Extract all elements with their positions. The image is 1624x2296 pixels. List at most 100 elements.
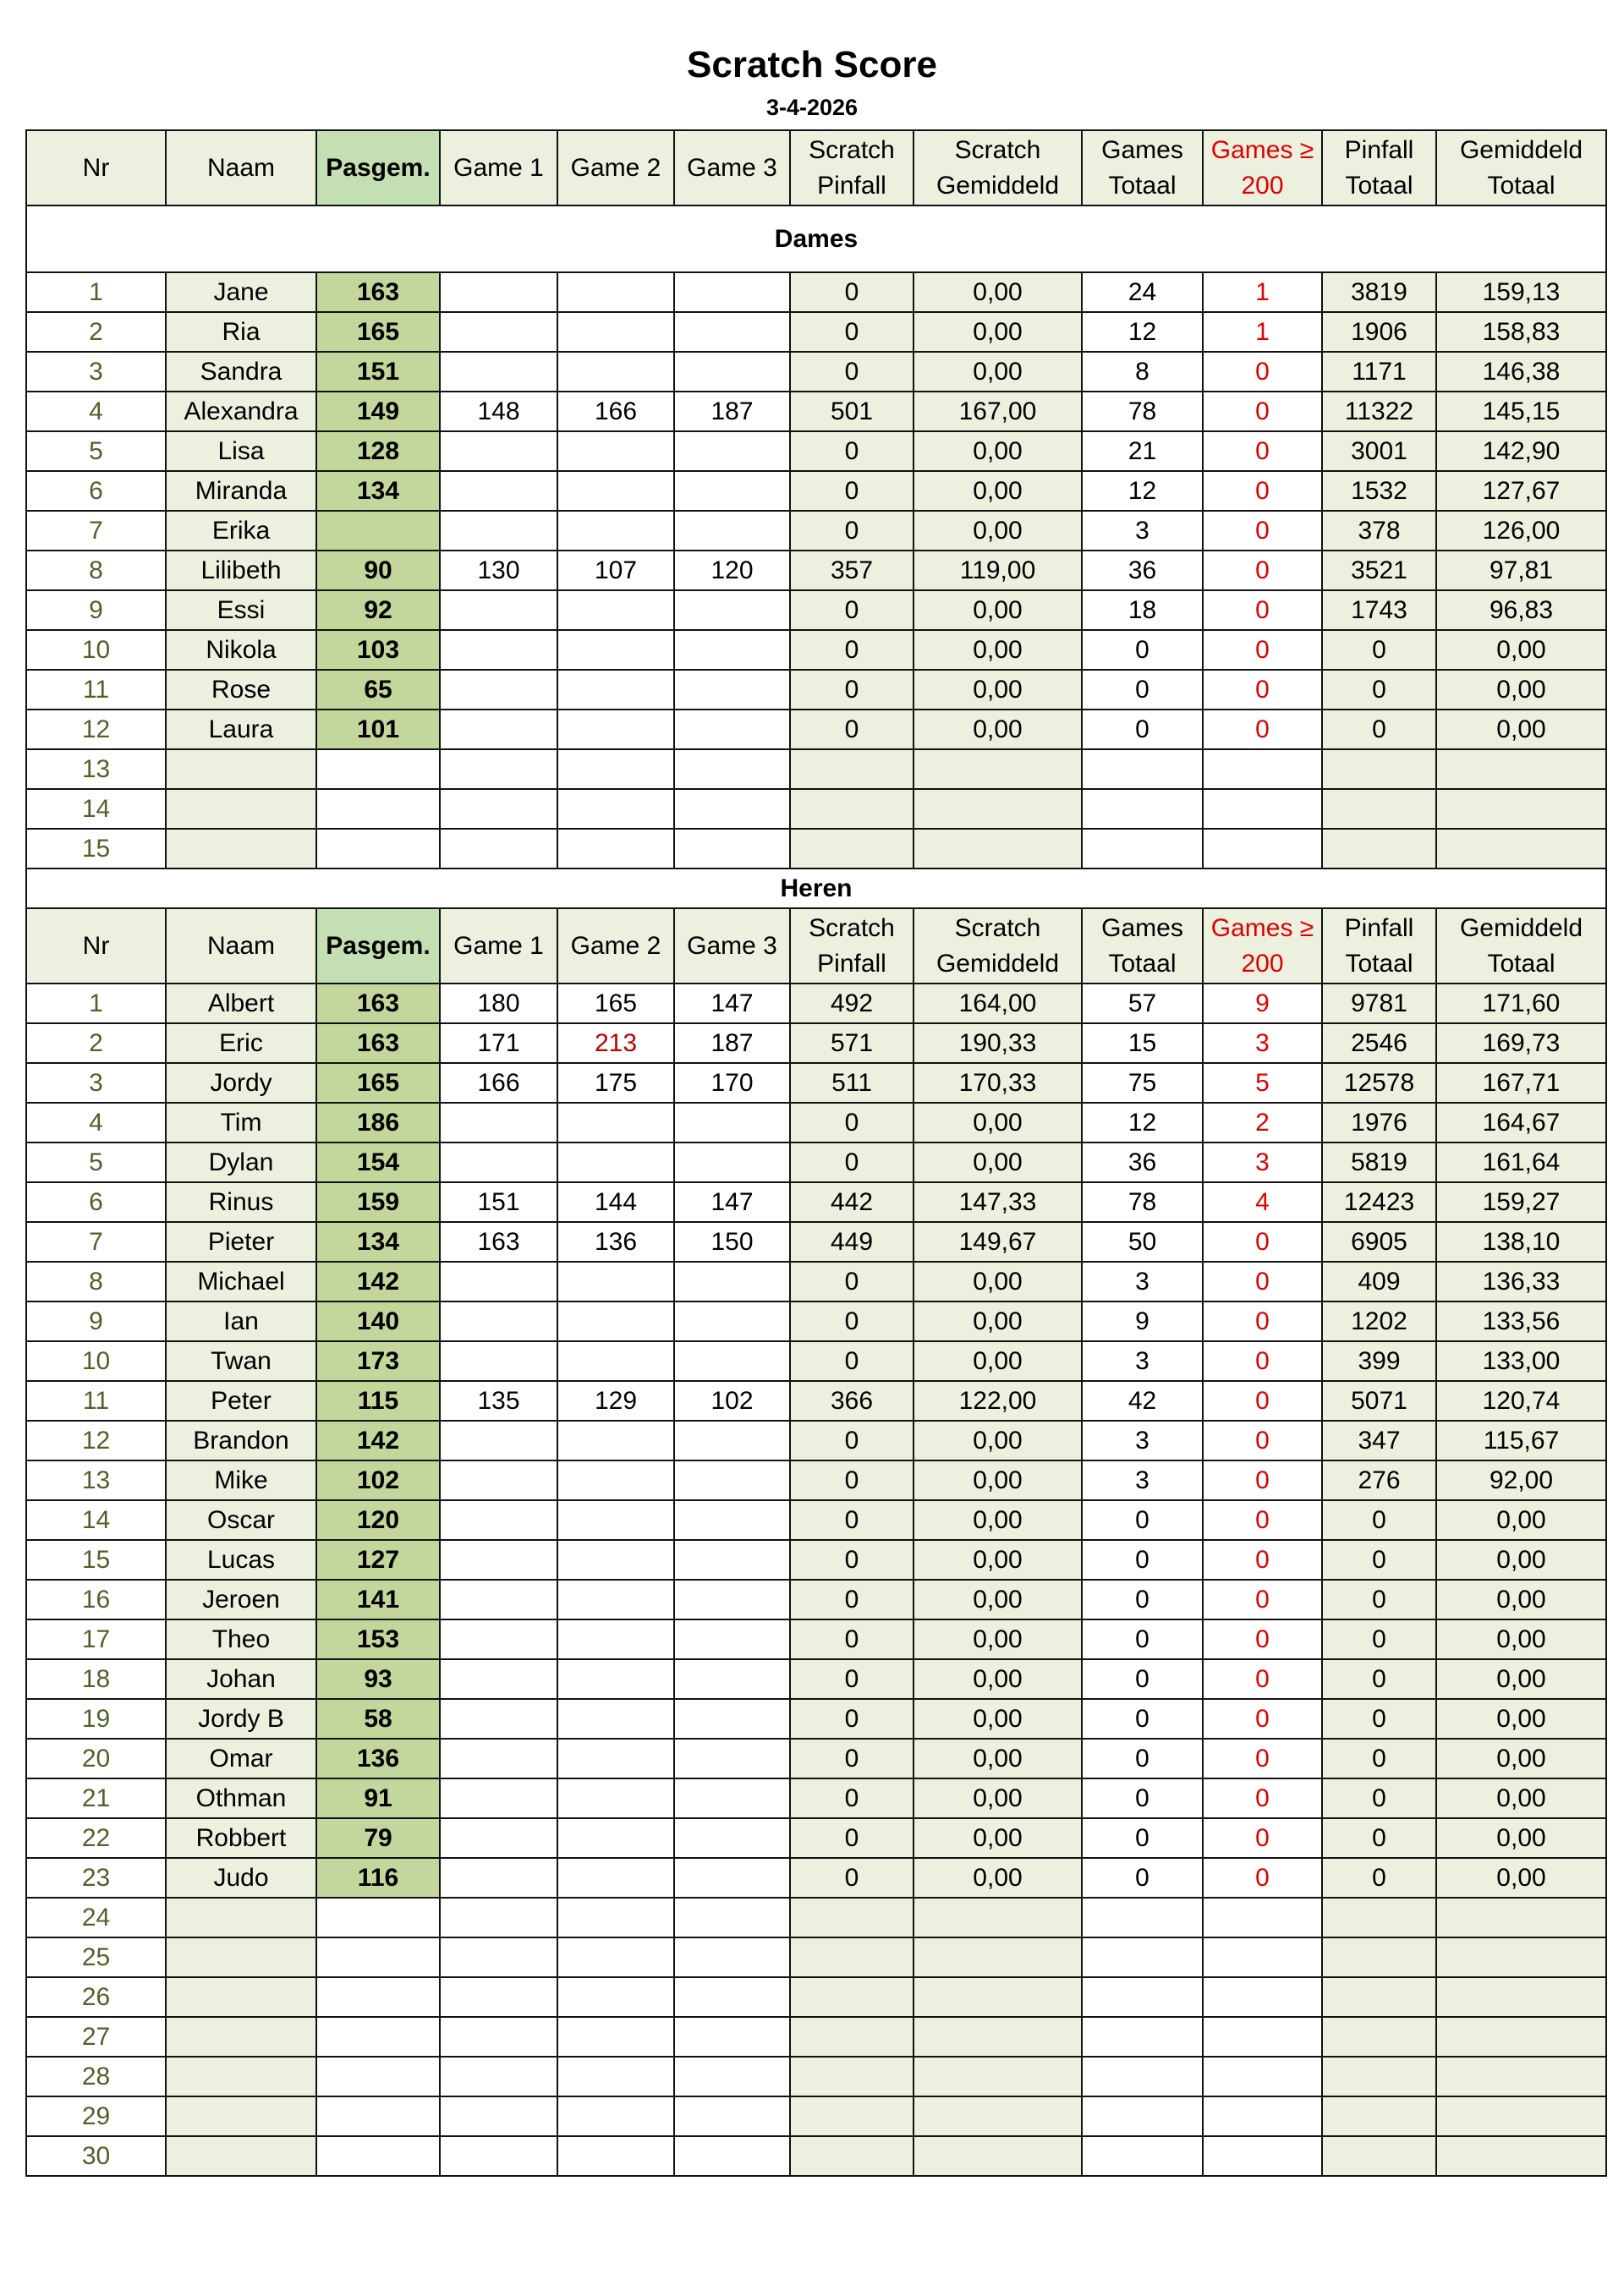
- table-row: 21 Othman 91 0 0,00 0 0 0 0,00: [25, 1778, 1607, 1819]
- cell-game-1: [439, 1897, 558, 1938]
- table-row: 29: [25, 2096, 1607, 2137]
- cell-game-3: [673, 1738, 791, 1779]
- cell-scratch-gemiddeld: 0,00: [913, 1658, 1083, 1700]
- cell-scratch-gemiddeld: 164,00: [913, 983, 1083, 1024]
- cell-gemiddeld-totaal: 0,00: [1435, 1658, 1607, 1700]
- cell-game-2: [557, 788, 675, 830]
- cell-game-3: [673, 1897, 791, 1938]
- cell-scratch-pinfall: [789, 828, 914, 869]
- header-nr: Nr: [25, 907, 167, 984]
- cell-game-1: [439, 1340, 558, 1382]
- table-row: 10 Twan 173 0 0,00 3 0 399 133,00: [25, 1340, 1607, 1382]
- cell-game-1: [439, 1102, 558, 1143]
- cell-scratch-gemiddeld: 0,00: [913, 1460, 1083, 1501]
- cell-game-2: 107: [557, 550, 675, 591]
- cell-game-3: 120: [673, 550, 791, 591]
- cell-naam: [165, 2056, 317, 2097]
- cell-game-2: [557, 1142, 675, 1183]
- cell-naam: Othman: [165, 1778, 317, 1819]
- cell-scratch-gemiddeld: 0,00: [913, 1420, 1083, 1461]
- cell-games-totaal: 3: [1081, 1340, 1204, 1382]
- cell-game-2: [557, 2135, 675, 2177]
- table-row: 8 Lilibeth 90 130 107 120 357 119,00 36 0 3521 97,8…: [25, 550, 1607, 591]
- cell-naam: Eric: [165, 1022, 317, 1064]
- cell-games-200: 0: [1202, 550, 1323, 591]
- cell-nr: 3: [25, 1062, 167, 1104]
- cell-game-3: [673, 669, 791, 710]
- cell-game-3: [673, 1102, 791, 1143]
- cell-games-totaal: 0: [1081, 1658, 1204, 1700]
- cell-games-200: 0: [1202, 669, 1323, 710]
- cell-pinfall-totaal: 0: [1321, 1658, 1437, 1700]
- table-row: 18 Johan 93 0 0,00 0 0 0 0,00: [25, 1658, 1607, 1700]
- cell-games-totaal: 21: [1081, 430, 1204, 472]
- cell-game-1: [439, 2135, 558, 2177]
- cell-pinfall-totaal: [1321, 788, 1437, 830]
- cell-pinfall-totaal: 1202: [1321, 1301, 1437, 1342]
- table-row: 15 Lucas 127 0 0,00 0 0 0 0,00: [25, 1539, 1607, 1581]
- cell-naam: [165, 828, 317, 869]
- cell-games-200: 0: [1202, 1619, 1323, 1660]
- cell-game-1: [439, 1698, 558, 1740]
- cell-game-1: [439, 828, 558, 869]
- cell-games-200: 0: [1202, 1539, 1323, 1581]
- cell-nr: 17: [25, 1619, 167, 1660]
- cell-game-3: [673, 1817, 791, 1859]
- cell-pinfall-totaal: 3521: [1321, 550, 1437, 591]
- cell-scratch-gemiddeld: 0,00: [913, 1738, 1083, 1779]
- cell-pasgem: 134: [315, 470, 441, 512]
- cell-scratch-pinfall: [789, 748, 914, 790]
- cell-pasgem: [315, 748, 441, 790]
- header-text: Games Totaal: [1101, 913, 1183, 978]
- cell-nr: 7: [25, 1221, 167, 1263]
- table-row: 7 Pieter 134 163 136 150 449 149,67 50 0 6905 138,1…: [25, 1221, 1607, 1263]
- cell-nr: 3: [25, 351, 167, 392]
- cell-scratch-gemiddeld: 0,00: [913, 1817, 1083, 1859]
- cell-scratch-pinfall: 511: [789, 1062, 914, 1104]
- cell-scratch-gemiddeld: 0,00: [913, 311, 1083, 353]
- cell-games-200: 0: [1202, 1261, 1323, 1302]
- cell-naam: Rinus: [165, 1181, 317, 1223]
- cell-game-3: [673, 2135, 791, 2177]
- header-game-1: Game 1: [439, 129, 558, 206]
- cell-game-2: [557, 1499, 675, 1541]
- table-row: 9 Essi 92 0 0,00 18 0 1743 96,83: [25, 589, 1607, 631]
- cell-games-totaal: 57: [1081, 983, 1204, 1024]
- cell-scratch-pinfall: 0: [789, 470, 914, 512]
- cell-naam: Jane: [165, 271, 317, 313]
- cell-pinfall-totaal: 0: [1321, 1817, 1437, 1859]
- cell-games-200: 0: [1202, 1460, 1323, 1501]
- cell-games-totaal: 0: [1081, 709, 1204, 750]
- cell-game-1: [439, 709, 558, 750]
- cell-game-3: [673, 2096, 791, 2137]
- table-row: 23 Judo 116 0 0,00 0 0 0 0,00: [25, 1857, 1607, 1899]
- cell-game-3: [673, 1976, 791, 2018]
- cell-pasgem: [315, 1897, 441, 1938]
- header-row: Nr Naam Pasgem. Game 1 Game 2 Game 3 Scratch P…: [25, 129, 1607, 206]
- cell-pinfall-totaal: 12423: [1321, 1181, 1437, 1223]
- cell-games-200: 2: [1202, 1102, 1323, 1143]
- cell-gemiddeld-totaal: 169,73: [1435, 1022, 1607, 1064]
- cell-pinfall-totaal: 3001: [1321, 430, 1437, 472]
- cell-games-totaal: 12: [1081, 311, 1204, 353]
- cell-pasgem: 173: [315, 1340, 441, 1382]
- cell-naam: Lilibeth: [165, 550, 317, 591]
- cell-scratch-pinfall: 449: [789, 1221, 914, 1263]
- cell-gemiddeld-totaal: [1435, 2016, 1607, 2058]
- header-scratch-gemiddeld: Scratch Gemiddeld: [913, 129, 1083, 206]
- cell-naam: Omar: [165, 1738, 317, 1779]
- header-text: Scratch Gemiddeld: [935, 913, 1060, 978]
- cell-pasgem: [315, 2016, 441, 2058]
- cell-naam: Ria: [165, 311, 317, 353]
- cell-pinfall-totaal: 409: [1321, 1261, 1437, 1302]
- cell-game-2: [557, 2096, 675, 2137]
- cell-game-2: [557, 1817, 675, 1859]
- cell-pinfall-totaal: 11322: [1321, 391, 1437, 432]
- cell-pasgem: 141: [315, 1579, 441, 1620]
- cell-nr: 8: [25, 1261, 167, 1302]
- cell-scratch-gemiddeld: [913, 1937, 1083, 1978]
- cell-games-totaal: 78: [1081, 1181, 1204, 1223]
- cell-nr: 25: [25, 1937, 167, 1978]
- cell-game-3: [673, 1142, 791, 1183]
- cell-games-totaal: 36: [1081, 1142, 1204, 1183]
